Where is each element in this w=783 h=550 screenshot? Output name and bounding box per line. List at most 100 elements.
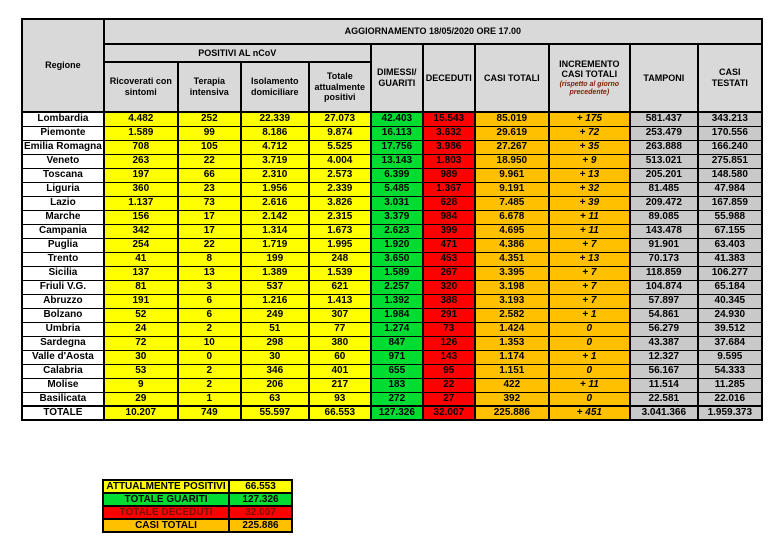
legend-row: TOTALE DECEDUTI 32.007 bbox=[102, 505, 293, 520]
table-row: Marche 156 17 2.142 2.315 3.379 984 6.678 + 11 89… bbox=[21, 209, 763, 225]
value-cell: 263.888 bbox=[628, 139, 699, 155]
value-cell: 343.213 bbox=[696, 111, 763, 127]
table-row: Valle d'Aosta 30 0 30 60 971 143 1.174 + 1 12.327… bbox=[21, 349, 763, 365]
value-cell: + 13 bbox=[547, 251, 631, 267]
value-cell: 2.339 bbox=[307, 181, 372, 197]
value-cell: 60 bbox=[307, 349, 372, 365]
value-cell: 360 bbox=[102, 181, 179, 197]
value-cell: 106.277 bbox=[696, 265, 763, 281]
value-cell: 9.595 bbox=[696, 349, 763, 365]
region-name-cell: Calabria bbox=[21, 363, 105, 379]
value-cell: 1.413 bbox=[307, 293, 372, 309]
value-cell: + 1 bbox=[547, 349, 631, 365]
value-cell: 104.874 bbox=[628, 279, 699, 295]
value-cell: 2 bbox=[176, 363, 242, 379]
value-cell: 63 bbox=[239, 391, 310, 407]
value-cell: 275.851 bbox=[696, 153, 763, 169]
value-cell: 628 bbox=[421, 195, 476, 211]
region-name-cell: Lazio bbox=[21, 195, 105, 211]
value-cell: 1.367 bbox=[421, 181, 476, 197]
value-cell: 22.581 bbox=[628, 391, 699, 407]
value-cell: 3 bbox=[176, 279, 242, 295]
value-cell: 17 bbox=[176, 223, 242, 239]
value-cell: 40.345 bbox=[696, 293, 763, 309]
value-cell: + 7 bbox=[547, 293, 631, 309]
value-cell: 143.478 bbox=[628, 223, 699, 239]
value-cell: 1.920 bbox=[369, 237, 424, 253]
table-row: Lombardia 4.482 252 22.339 27.073 42.403 15.54… bbox=[21, 111, 763, 127]
value-cell: 3.986 bbox=[421, 139, 476, 155]
col-header-deceduti: DECEDUTI bbox=[421, 43, 476, 113]
value-cell: 16.113 bbox=[369, 125, 424, 141]
table-row: Calabria 53 2 346 401 655 95 1.151 0 56.167 54.333 bbox=[21, 363, 763, 379]
legend-label: TOTALE DECEDUTI bbox=[102, 505, 230, 520]
value-cell: 0 bbox=[547, 321, 631, 337]
value-cell: 4.004 bbox=[307, 153, 372, 169]
value-cell: 989 bbox=[421, 167, 476, 183]
value-cell: + 11 bbox=[547, 377, 631, 393]
value-cell: 655 bbox=[369, 363, 424, 379]
value-cell: 1 bbox=[176, 391, 242, 407]
value-cell: + 1 bbox=[547, 307, 631, 323]
covid-regions-table: Regione AGGIORNAMENTO 18/05/2020 ORE 17.… bbox=[21, 18, 763, 421]
value-cell: 73 bbox=[176, 195, 242, 211]
value-cell: 166.240 bbox=[696, 139, 763, 155]
value-cell: 6 bbox=[176, 293, 242, 309]
value-cell: 85.019 bbox=[473, 111, 550, 127]
value-cell: 422 bbox=[473, 377, 550, 393]
value-cell: 3.379 bbox=[369, 209, 424, 225]
value-cell: 13 bbox=[176, 265, 242, 281]
value-cell: 225.886 bbox=[473, 405, 550, 421]
legend-value: 225.886 bbox=[228, 518, 293, 533]
value-cell: + 11 bbox=[547, 223, 631, 239]
value-cell: 39.512 bbox=[696, 321, 763, 337]
value-cell: 5.525 bbox=[307, 139, 372, 155]
value-cell: 471 bbox=[421, 237, 476, 253]
value-cell: 66.553 bbox=[307, 405, 372, 421]
table-row: Trento 41 8 199 248 3.650 453 4.351 + 13 70.173 41… bbox=[21, 251, 763, 267]
value-cell: 346 bbox=[239, 363, 310, 379]
value-cell: 291 bbox=[421, 307, 476, 323]
value-cell: 0 bbox=[176, 349, 242, 365]
value-cell: 272 bbox=[369, 391, 424, 407]
value-cell: 254 bbox=[102, 237, 179, 253]
legend-value: 127.326 bbox=[228, 492, 293, 507]
incremento-label: INCREMENTO CASI TOTALI bbox=[559, 58, 620, 80]
value-cell: 22.339 bbox=[239, 111, 310, 127]
value-cell: 22 bbox=[176, 237, 242, 253]
value-cell: 42.403 bbox=[369, 111, 424, 127]
value-cell: 581.437 bbox=[628, 111, 699, 127]
value-cell: 91.901 bbox=[628, 237, 699, 253]
region-name-cell: Marche bbox=[21, 209, 105, 225]
table-body: Lombardia 4.482 252 22.339 27.073 42.403 15.54… bbox=[21, 111, 763, 421]
value-cell: 2.315 bbox=[307, 209, 372, 225]
col-header-casi-testati: CASI TESTATI bbox=[696, 43, 763, 113]
value-cell: 1.956 bbox=[239, 181, 310, 197]
value-cell: 9.961 bbox=[473, 167, 550, 183]
value-cell: 199 bbox=[239, 251, 310, 267]
value-cell: 401 bbox=[307, 363, 372, 379]
legend-value: 32.007 bbox=[228, 505, 293, 520]
table-row: Lazio 1.137 73 2.616 3.826 3.031 628 7.485 + 39 2… bbox=[21, 195, 763, 211]
value-cell: 342 bbox=[102, 223, 179, 239]
value-cell: 27.073 bbox=[307, 111, 372, 127]
value-cell: 13.143 bbox=[369, 153, 424, 169]
summary-legend: ATTUALMENTE POSITIVI 66.553 TOTALE GUARITI… bbox=[102, 479, 293, 533]
value-cell: 2.142 bbox=[239, 209, 310, 225]
value-cell: 380 bbox=[307, 335, 372, 351]
value-cell: 206 bbox=[239, 377, 310, 393]
col-header-isolamento-domiciliare: Isolamento domiciliare bbox=[239, 61, 310, 113]
col-header-ricoverati-con-sintomi: Ricoverati con sintomi bbox=[102, 61, 179, 113]
value-cell: 1.389 bbox=[239, 265, 310, 281]
value-cell: 249 bbox=[239, 307, 310, 323]
value-cell: 30 bbox=[239, 349, 310, 365]
value-cell: 57.897 bbox=[628, 293, 699, 309]
value-cell: + 39 bbox=[547, 195, 631, 211]
value-cell: 708 bbox=[102, 139, 179, 155]
value-cell: 298 bbox=[239, 335, 310, 351]
region-name-cell: Friuli V.G. bbox=[21, 279, 105, 295]
value-cell: 29.619 bbox=[473, 125, 550, 141]
value-cell: 9 bbox=[102, 377, 179, 393]
value-cell: 41.383 bbox=[696, 251, 763, 267]
